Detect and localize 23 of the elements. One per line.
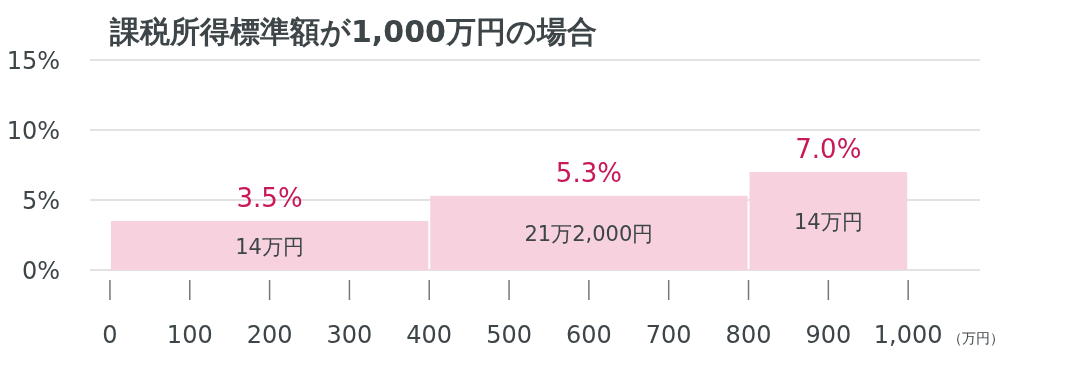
- x-tick-label: 900: [805, 321, 852, 349]
- y-tick-label: 10%: [6, 117, 60, 145]
- x-tick-label: 600: [565, 321, 612, 349]
- x-tick-label: 1,000: [873, 321, 943, 349]
- annotation: 14万円: [235, 234, 304, 259]
- y-tick-label: 5%: [21, 187, 60, 215]
- x-tick-label: 800: [725, 321, 772, 349]
- y-tick-label: 15%: [6, 47, 60, 75]
- x-tick-label: 500: [486, 321, 532, 349]
- x-tick-label: 400: [406, 321, 453, 349]
- annotation: 14万円: [793, 210, 863, 234]
- annotation: 21万2,000円: [524, 221, 654, 246]
- x-tick-label: 300: [326, 321, 373, 349]
- chart-title: 課税所得標準額が1,000万円の場合: [109, 14, 597, 49]
- x-tick-label: 700: [645, 321, 692, 349]
- data-label: 7.0%: [795, 134, 862, 164]
- y-tick-label: 0%: [21, 257, 60, 285]
- x-tick-label: 100: [166, 321, 213, 349]
- data-label: 3.5%: [236, 183, 303, 213]
- x-tick-label: 0: [102, 321, 118, 349]
- x-axis-title: （万円）: [948, 330, 1005, 346]
- x-tick-label: 200: [246, 321, 293, 349]
- data-label: 5.3%: [555, 157, 622, 188]
